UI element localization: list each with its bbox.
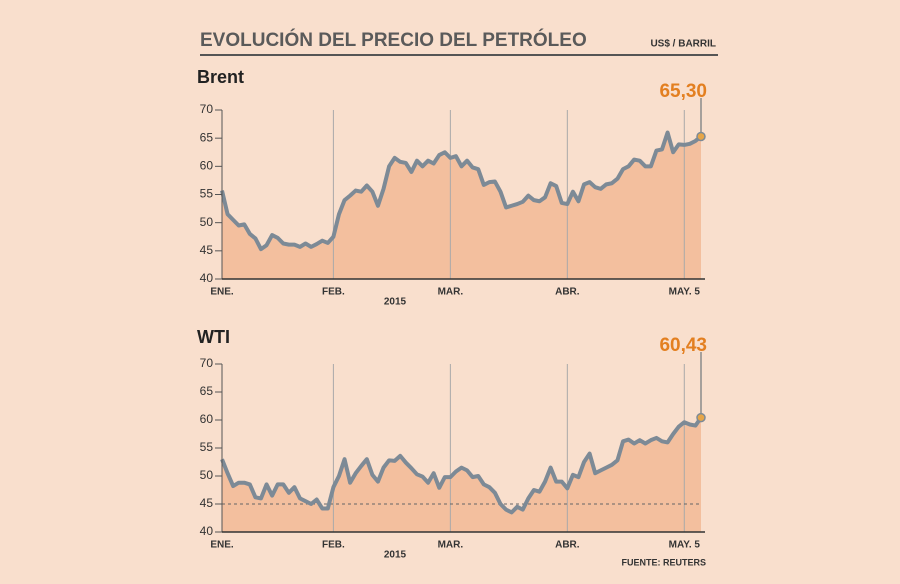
y-tick-label: 50 [200, 468, 214, 482]
page-title: EVOLUCIÓN DEL PRECIO DEL PETRÓLEO [200, 29, 587, 51]
x-tick-label: MAY. 5 [669, 287, 701, 298]
y-tick-label: 55 [200, 187, 214, 201]
x-tick-label: ABR. [555, 287, 580, 298]
x-axis-label: 2015 [384, 297, 407, 308]
y-tick-label: 70 [200, 102, 214, 116]
y-tick-label: 70 [200, 356, 214, 370]
value-label: 65,30 [659, 81, 707, 102]
x-tick-label: MAR. [438, 287, 464, 298]
line [220, 130, 703, 252]
chart-title: Brent [197, 67, 244, 87]
x-tick-label: MAY. 5 [669, 540, 701, 551]
y-tick-label: 60 [200, 412, 214, 426]
x-tick-label: MAR. [438, 540, 464, 551]
x-tick-label: ENE. [210, 287, 234, 298]
end-point [696, 412, 706, 423]
y-tick-label: 60 [200, 159, 214, 173]
end-point [696, 131, 706, 142]
y-tick-label: 55 [200, 440, 214, 454]
x-axis-label: 2015 [384, 550, 407, 561]
source: FUENTE: REUTERS [621, 557, 706, 567]
value-label: 60,43 [659, 335, 707, 356]
x-tick-label: FEB. [322, 287, 345, 298]
chart-title: WTI [197, 327, 230, 347]
unit: US$ / BARRIL [650, 39, 716, 50]
area [222, 132, 701, 279]
y-tick-label: 65 [200, 130, 214, 144]
x-tick-label: ABR. [555, 540, 580, 551]
y-tick-label: 45 [200, 496, 214, 510]
line [220, 416, 703, 515]
y-tick-label: 65 [200, 384, 214, 398]
y-tick-label: 50 [200, 215, 214, 229]
x-tick-label: ENE. [210, 540, 234, 551]
x-tick-label: FEB. [322, 540, 345, 551]
area [222, 417, 701, 532]
y-tick-label: 40 [200, 524, 214, 538]
y-tick-label: 45 [200, 243, 214, 257]
y-tick-label: 40 [200, 271, 214, 285]
